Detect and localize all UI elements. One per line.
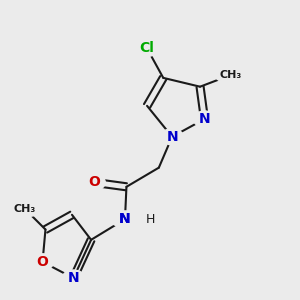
Ellipse shape	[31, 254, 54, 270]
Text: O: O	[88, 176, 100, 189]
Ellipse shape	[215, 67, 247, 83]
Text: Cl: Cl	[140, 41, 154, 56]
Ellipse shape	[114, 211, 136, 227]
Ellipse shape	[62, 270, 85, 286]
Text: CH₃: CH₃	[14, 204, 36, 214]
Ellipse shape	[161, 129, 183, 145]
Text: N: N	[166, 130, 178, 144]
Ellipse shape	[83, 174, 105, 190]
Text: N: N	[199, 112, 210, 126]
Ellipse shape	[193, 111, 216, 127]
Text: N: N	[119, 212, 131, 226]
Text: N: N	[119, 212, 131, 226]
Text: O: O	[37, 255, 49, 269]
Ellipse shape	[136, 40, 158, 56]
Ellipse shape	[110, 211, 140, 227]
Ellipse shape	[9, 201, 41, 217]
Text: CH₃: CH₃	[220, 70, 242, 80]
Text: H: H	[145, 213, 155, 226]
Text: N: N	[68, 271, 79, 285]
